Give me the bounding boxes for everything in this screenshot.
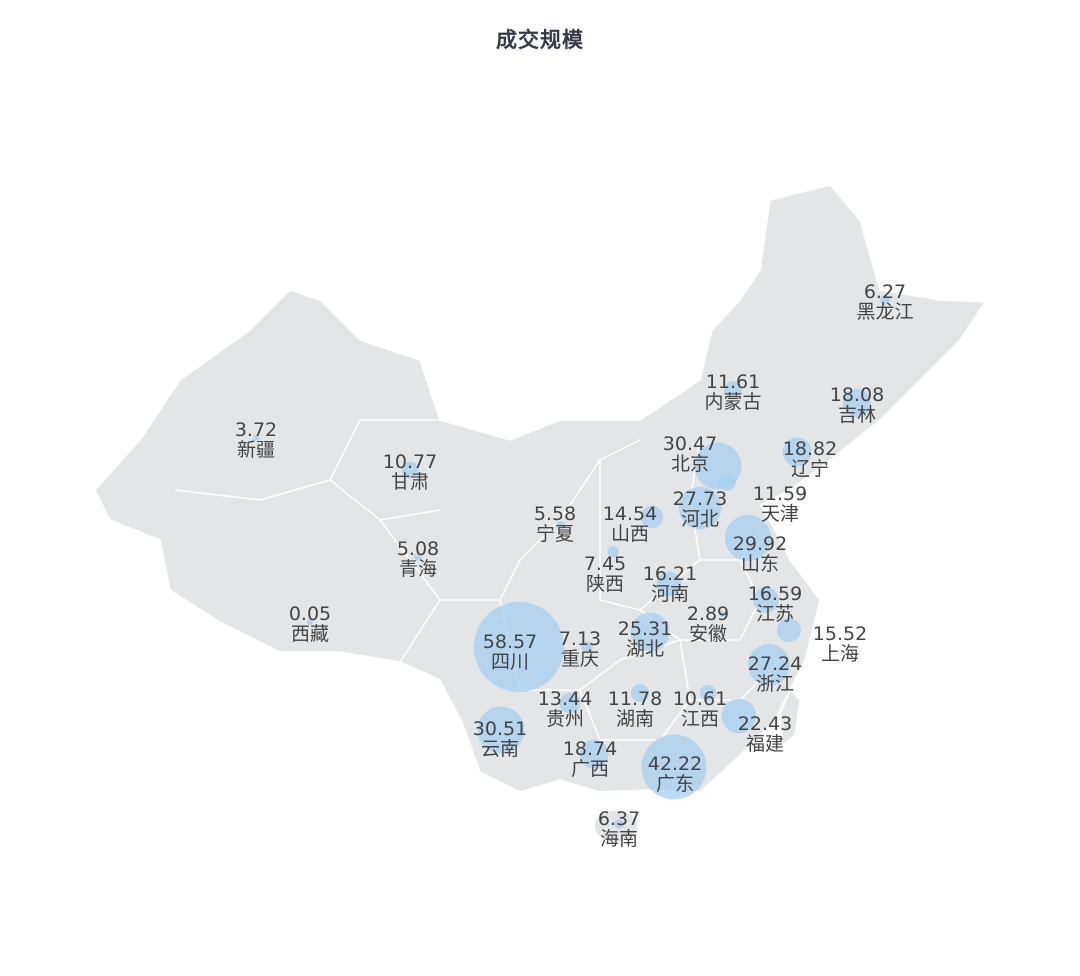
value-label: 5.08 xyxy=(397,538,439,560)
bubble-3[interactable] xyxy=(401,461,419,479)
province-label: 宁夏 xyxy=(536,523,574,545)
value-label: 15.52 xyxy=(813,623,867,645)
bubble-5[interactable] xyxy=(607,546,619,558)
province-label: 青海 xyxy=(399,558,437,580)
province-label: 湖南 xyxy=(616,708,654,730)
bubble-4[interactable] xyxy=(555,520,565,530)
value-label: 7.13 xyxy=(559,628,601,650)
bubble-19[interactable] xyxy=(630,612,670,652)
bubble-30[interactable] xyxy=(614,819,624,829)
bubble-16[interactable] xyxy=(753,587,779,613)
bubble-0[interactable] xyxy=(253,435,259,441)
province-label: 新疆 xyxy=(237,439,275,461)
province-label: 江苏 xyxy=(756,603,794,625)
province-label: 四川 xyxy=(491,651,529,673)
value-label: 30.51 xyxy=(473,718,527,740)
province-label: 浙江 xyxy=(756,673,794,695)
value-label: 3.72 xyxy=(235,419,277,441)
province-label: 内蒙古 xyxy=(704,391,761,413)
value-label: 58.57 xyxy=(483,631,537,653)
value-label: 0.05 xyxy=(289,603,331,625)
province-label: 天津 xyxy=(761,503,799,525)
value-label: 13.44 xyxy=(538,688,592,710)
bubble-14[interactable] xyxy=(724,514,772,562)
bubble-8[interactable] xyxy=(843,389,871,417)
bubble-17[interactable] xyxy=(719,611,725,617)
province-label: 江西 xyxy=(681,708,719,730)
province-label: 北京 xyxy=(671,453,709,475)
province-label: 广西 xyxy=(571,758,609,780)
chart-title: 成交规模 xyxy=(496,28,584,52)
value-label: 10.77 xyxy=(383,451,437,473)
province-label: 辽宁 xyxy=(791,458,829,480)
value-label: 22.43 xyxy=(738,713,792,735)
bubble-7[interactable] xyxy=(880,295,890,305)
province-label: 贵州 xyxy=(546,708,584,730)
bubble-1[interactable] xyxy=(307,619,313,625)
value-label: 29.92 xyxy=(733,533,787,555)
province-label: 海南 xyxy=(600,828,638,850)
bubble-layer xyxy=(253,295,890,829)
province-label: 河南 xyxy=(651,583,689,605)
province-label: 甘肃 xyxy=(391,471,429,493)
value-label: 14.54 xyxy=(603,503,657,525)
value-label: 2.89 xyxy=(687,603,729,625)
province-label: 黑龙江 xyxy=(856,301,913,323)
province-label: 云南 xyxy=(481,738,519,760)
value-label: 5.58 xyxy=(534,503,576,525)
province-label: 山西 xyxy=(611,523,649,545)
bubble-23[interactable] xyxy=(559,692,581,714)
china-mainland xyxy=(94,184,987,793)
value-label: 30.47 xyxy=(663,433,717,455)
bubble-12[interactable] xyxy=(678,486,722,530)
value-label: 11.61 xyxy=(706,371,760,393)
bubble-11[interactable] xyxy=(718,473,736,491)
province-label: 陕西 xyxy=(586,573,624,595)
value-label: 42.22 xyxy=(648,753,702,775)
bubble-25[interactable] xyxy=(699,684,717,702)
bubble-24[interactable] xyxy=(630,683,650,703)
province-label: 广东 xyxy=(656,773,694,795)
value-label: 11.78 xyxy=(608,688,662,710)
province-label: 西藏 xyxy=(291,623,329,645)
bubble-27[interactable] xyxy=(477,706,525,754)
value-label: 27.73 xyxy=(673,488,727,510)
bubble-9[interactable] xyxy=(782,437,812,467)
bubble-26[interactable] xyxy=(721,698,757,734)
value-label: 7.45 xyxy=(584,553,626,575)
province-label: 福建 xyxy=(746,733,784,755)
value-label: 16.59 xyxy=(748,583,802,605)
province-label: 湖北 xyxy=(626,638,664,660)
bubble-13[interactable] xyxy=(640,505,664,529)
value-label: 27.24 xyxy=(748,653,802,675)
province-label: 吉林 xyxy=(838,404,876,426)
value-label: 18.08 xyxy=(830,384,884,406)
value-label: 6.27 xyxy=(864,281,906,303)
province-label: 安徽 xyxy=(689,623,727,645)
bubble-21[interactable] xyxy=(581,641,593,653)
bubble-29[interactable] xyxy=(641,734,707,800)
value-label: 6.37 xyxy=(598,808,640,830)
value-label: 16.21 xyxy=(643,563,697,585)
value-label: 18.82 xyxy=(783,438,837,460)
bubble-6[interactable] xyxy=(724,381,742,399)
bubble-15[interactable] xyxy=(656,571,682,597)
province-label: 重庆 xyxy=(561,648,599,670)
bubble-22[interactable] xyxy=(748,644,790,686)
value-label: 18.74 xyxy=(563,738,617,760)
land-layer xyxy=(94,184,987,843)
province-label: 山东 xyxy=(741,553,779,575)
value-label: 11.59 xyxy=(753,483,807,505)
bubble-2[interactable] xyxy=(414,553,422,561)
province-label: 上海 xyxy=(821,643,859,665)
bubble-18[interactable] xyxy=(777,618,801,642)
value-label: 10.61 xyxy=(673,688,727,710)
province-label: 河北 xyxy=(681,508,719,530)
value-label: 25.31 xyxy=(618,618,672,640)
bubble-20[interactable] xyxy=(473,601,565,693)
taiwan-island xyxy=(779,688,801,747)
bubble-28[interactable] xyxy=(579,739,609,769)
